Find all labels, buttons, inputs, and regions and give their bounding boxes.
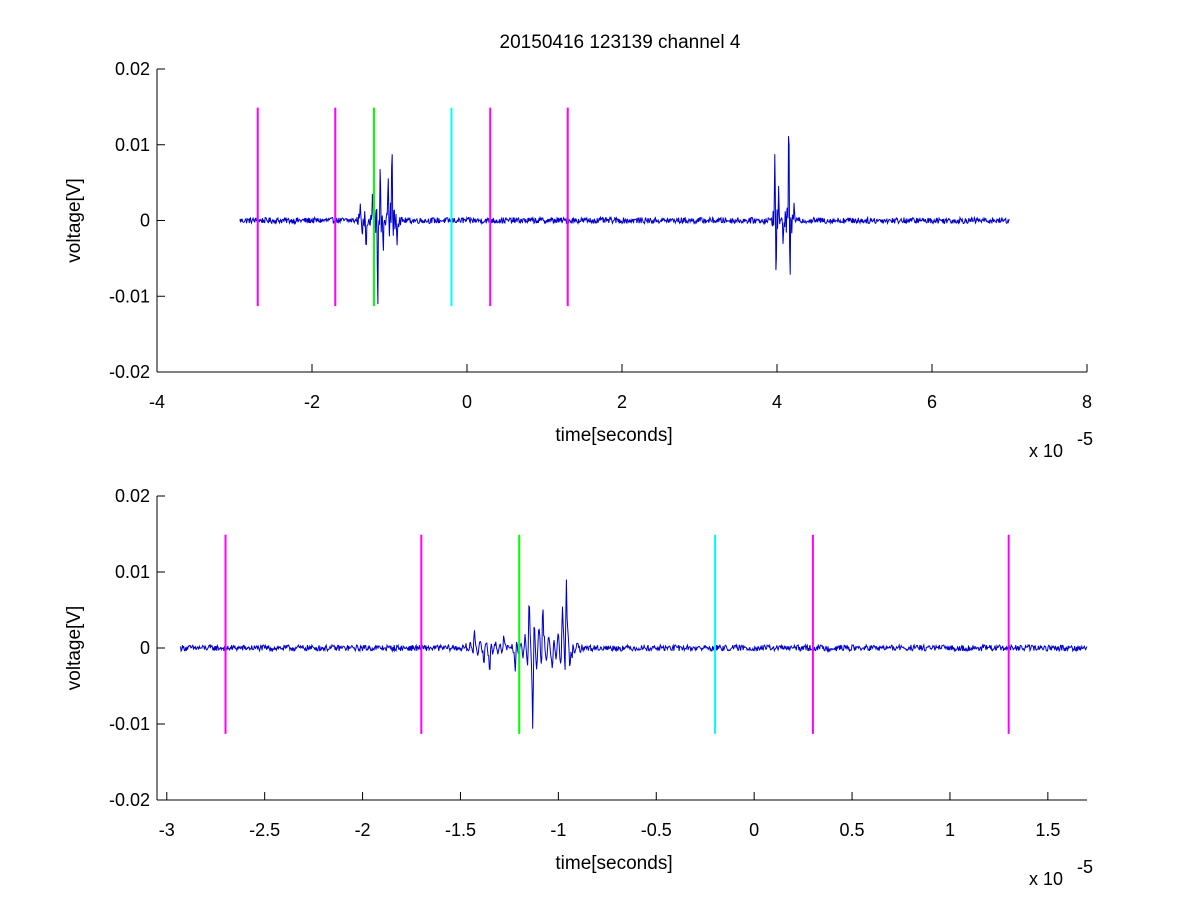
x-axis-label: time[seconds] xyxy=(555,853,672,874)
x-tick-label: 6 xyxy=(927,392,937,412)
y-tick-label: 0.02 xyxy=(115,59,150,79)
y-tick-label: 0 xyxy=(140,638,150,658)
signal-trace xyxy=(239,136,1010,305)
x-tick-label: 1.5 xyxy=(1035,820,1060,840)
y-axis-label: voltage[V] xyxy=(64,178,85,263)
x-tick-label: 0 xyxy=(749,820,759,840)
x-tick-label: 8 xyxy=(1082,392,1092,412)
top-plot: 0.02 0.01 0 -0.01 -0.02 -4 -2 0 2 4 6 8 time[seconds… xyxy=(64,59,1093,461)
x-tick-label: 0.5 xyxy=(840,820,865,840)
y-tick-label: -0.01 xyxy=(109,286,150,306)
y-tick-label: -0.02 xyxy=(109,362,150,382)
y-tick-label: -0.01 xyxy=(109,714,150,734)
x-tick-label: -2 xyxy=(304,392,320,412)
x-tick-label: -0.5 xyxy=(641,820,672,840)
x-tick-label: 4 xyxy=(772,392,782,412)
x-exponent-label: x 10 xyxy=(1029,869,1063,889)
signal-trace xyxy=(180,579,1088,729)
x-tick-label: 0 xyxy=(462,392,472,412)
x-tick-label: 2 xyxy=(617,392,627,412)
y-tick-label: 0.01 xyxy=(115,135,150,155)
x-exponent-label: x 10 xyxy=(1029,441,1063,461)
bottom-plot: 0.02 0.01 0 -0.01 -0.02 -3 -2.5 -2 -1.5 -1 -0.5 0 0.… xyxy=(64,486,1093,889)
y-axis-label: voltage[V] xyxy=(64,606,85,691)
x-tick-label: -1 xyxy=(550,820,566,840)
x-exponent-power: -5 xyxy=(1077,429,1093,449)
x-tick-label: -4 xyxy=(149,392,165,412)
y-tick-label: -0.02 xyxy=(109,790,150,810)
x-tick-label: 1 xyxy=(945,820,955,840)
y-tick-label: 0.02 xyxy=(115,486,150,506)
x-tick-label: -2 xyxy=(355,820,371,840)
y-tick-label: 0.01 xyxy=(115,562,150,582)
x-tick-label: -3 xyxy=(159,820,175,840)
x-tick-label: -1.5 xyxy=(445,820,476,840)
x-axis-label: time[seconds] xyxy=(555,425,672,446)
y-tick-label: 0 xyxy=(140,211,150,231)
x-tick-label: -2.5 xyxy=(249,820,280,840)
x-exponent-power: -5 xyxy=(1077,857,1093,877)
chart-title: 20150416 123139 channel 4 xyxy=(500,32,741,53)
